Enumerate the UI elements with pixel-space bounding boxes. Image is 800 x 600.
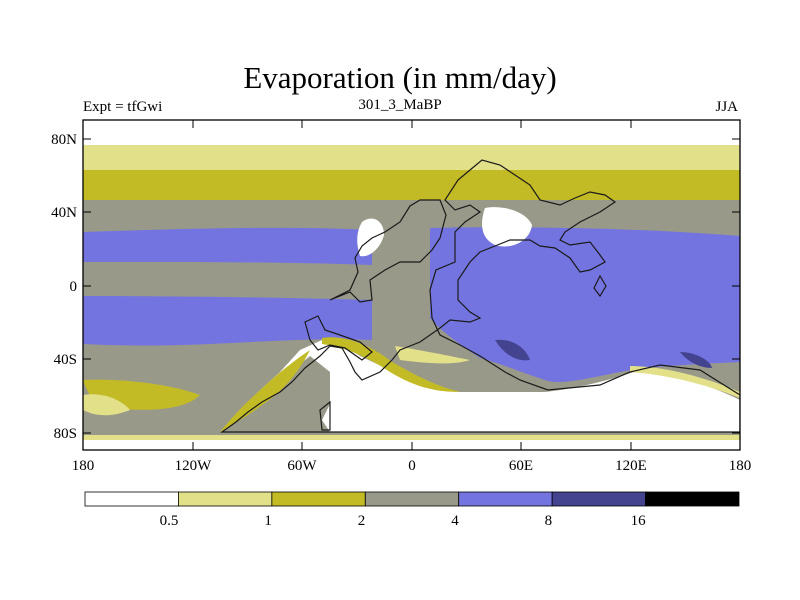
colorbar-label: 2 xyxy=(358,513,366,529)
colorbar: 0.5 1 2 4 8 16 xyxy=(84,491,740,529)
lon-tick-label: 120W xyxy=(175,458,213,474)
lon-tick-label: 0 xyxy=(408,458,416,474)
colorbar-swatch xyxy=(178,491,273,507)
colorbar-label: 8 xyxy=(545,513,553,529)
lon-tick-label: 120E xyxy=(615,458,647,474)
map-title: Evaporation (in mm/day) xyxy=(243,60,557,95)
colorbar-swatch xyxy=(271,491,366,507)
experiment-label: Expt = tfGwi xyxy=(83,99,163,115)
run-label: 301_3_MaBP xyxy=(358,97,442,113)
longitude-axis: 180 120W 60W 0 60E 120E 180 xyxy=(72,120,752,474)
colorbar-swatch xyxy=(551,491,646,507)
colorbar-swatch xyxy=(458,491,553,507)
lon-tick-label: 60E xyxy=(509,458,533,474)
lat-tick-label: 80N xyxy=(51,132,77,148)
colorbar-label: 0.5 xyxy=(160,513,179,529)
colorbar-swatch xyxy=(364,491,460,507)
colorbar-swatch xyxy=(84,491,179,507)
lat-tick-label: 0 xyxy=(70,279,78,295)
colorbar-label: 1 xyxy=(264,513,272,529)
colorbar-swatch xyxy=(645,491,740,507)
colorbar-label: 16 xyxy=(631,513,647,529)
evaporation-field xyxy=(83,120,740,450)
lat-tick-label: 40S xyxy=(54,352,77,368)
lon-tick-label: 180 xyxy=(72,458,95,474)
latitude-axis: 80N 40N 0 40S 80S xyxy=(51,132,740,442)
colorbar-label: 4 xyxy=(451,513,459,529)
season-label: JJA xyxy=(715,99,738,115)
lat-tick-label: 80S xyxy=(54,426,77,442)
lon-tick-label: 60W xyxy=(287,458,317,474)
lat-tick-label: 40N xyxy=(51,205,77,221)
lon-tick-label: 180 xyxy=(729,458,752,474)
